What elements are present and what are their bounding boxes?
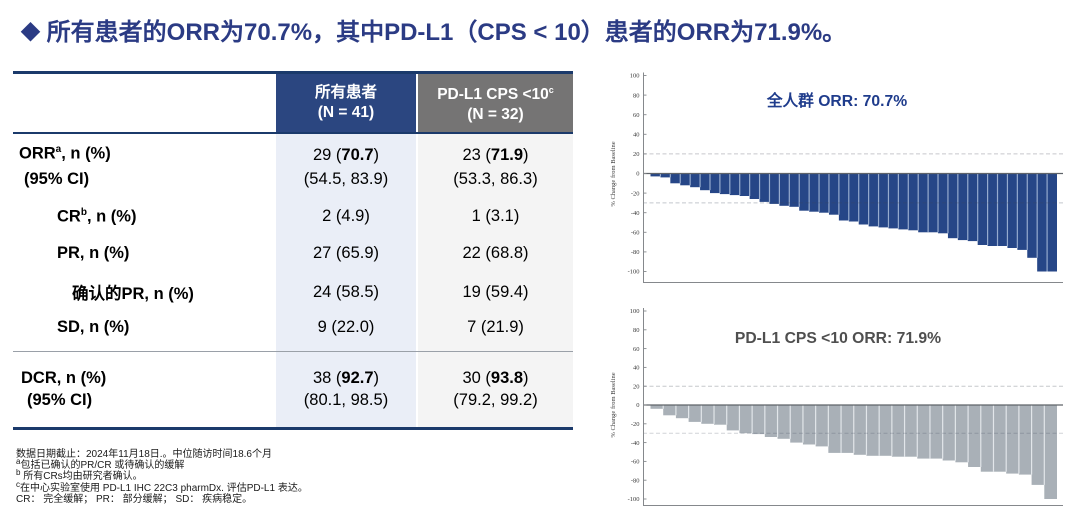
svg-text:-60: -60 — [631, 230, 640, 237]
svg-text:100: 100 — [630, 308, 640, 315]
svg-text:80: 80 — [633, 92, 640, 99]
svg-text:20: 20 — [633, 151, 640, 158]
svg-text:-100: -100 — [628, 496, 640, 503]
svg-text:-100: -100 — [628, 269, 640, 276]
svg-text:-60: -60 — [631, 459, 640, 466]
svg-text:-80: -80 — [631, 477, 640, 484]
svg-text:全人群 ORR: 70.7%: 全人群 ORR: 70.7% — [766, 91, 907, 110]
svg-text:-20: -20 — [631, 190, 640, 197]
svg-text:20: 20 — [633, 383, 640, 390]
svg-text:60: 60 — [633, 112, 640, 119]
svg-text:100: 100 — [630, 73, 640, 80]
svg-text:60: 60 — [633, 346, 640, 353]
svg-text:-80: -80 — [631, 249, 640, 256]
svg-text:40: 40 — [633, 132, 640, 139]
svg-text:% Change from Baseline: % Change from Baseline — [610, 372, 617, 437]
svg-text:40: 40 — [633, 365, 640, 372]
svg-text:-40: -40 — [631, 210, 640, 217]
svg-text:80: 80 — [633, 327, 640, 334]
svg-text:% Change from Baseline: % Change from Baseline — [610, 141, 617, 206]
svg-text:-40: -40 — [631, 440, 640, 447]
svg-text:-20: -20 — [631, 421, 640, 428]
svg-text:0: 0 — [636, 171, 639, 178]
svg-text:PD-L1 CPS <10 ORR: 71.9%: PD-L1 CPS <10 ORR: 71.9% — [735, 330, 941, 347]
svg-text:0: 0 — [636, 402, 639, 409]
